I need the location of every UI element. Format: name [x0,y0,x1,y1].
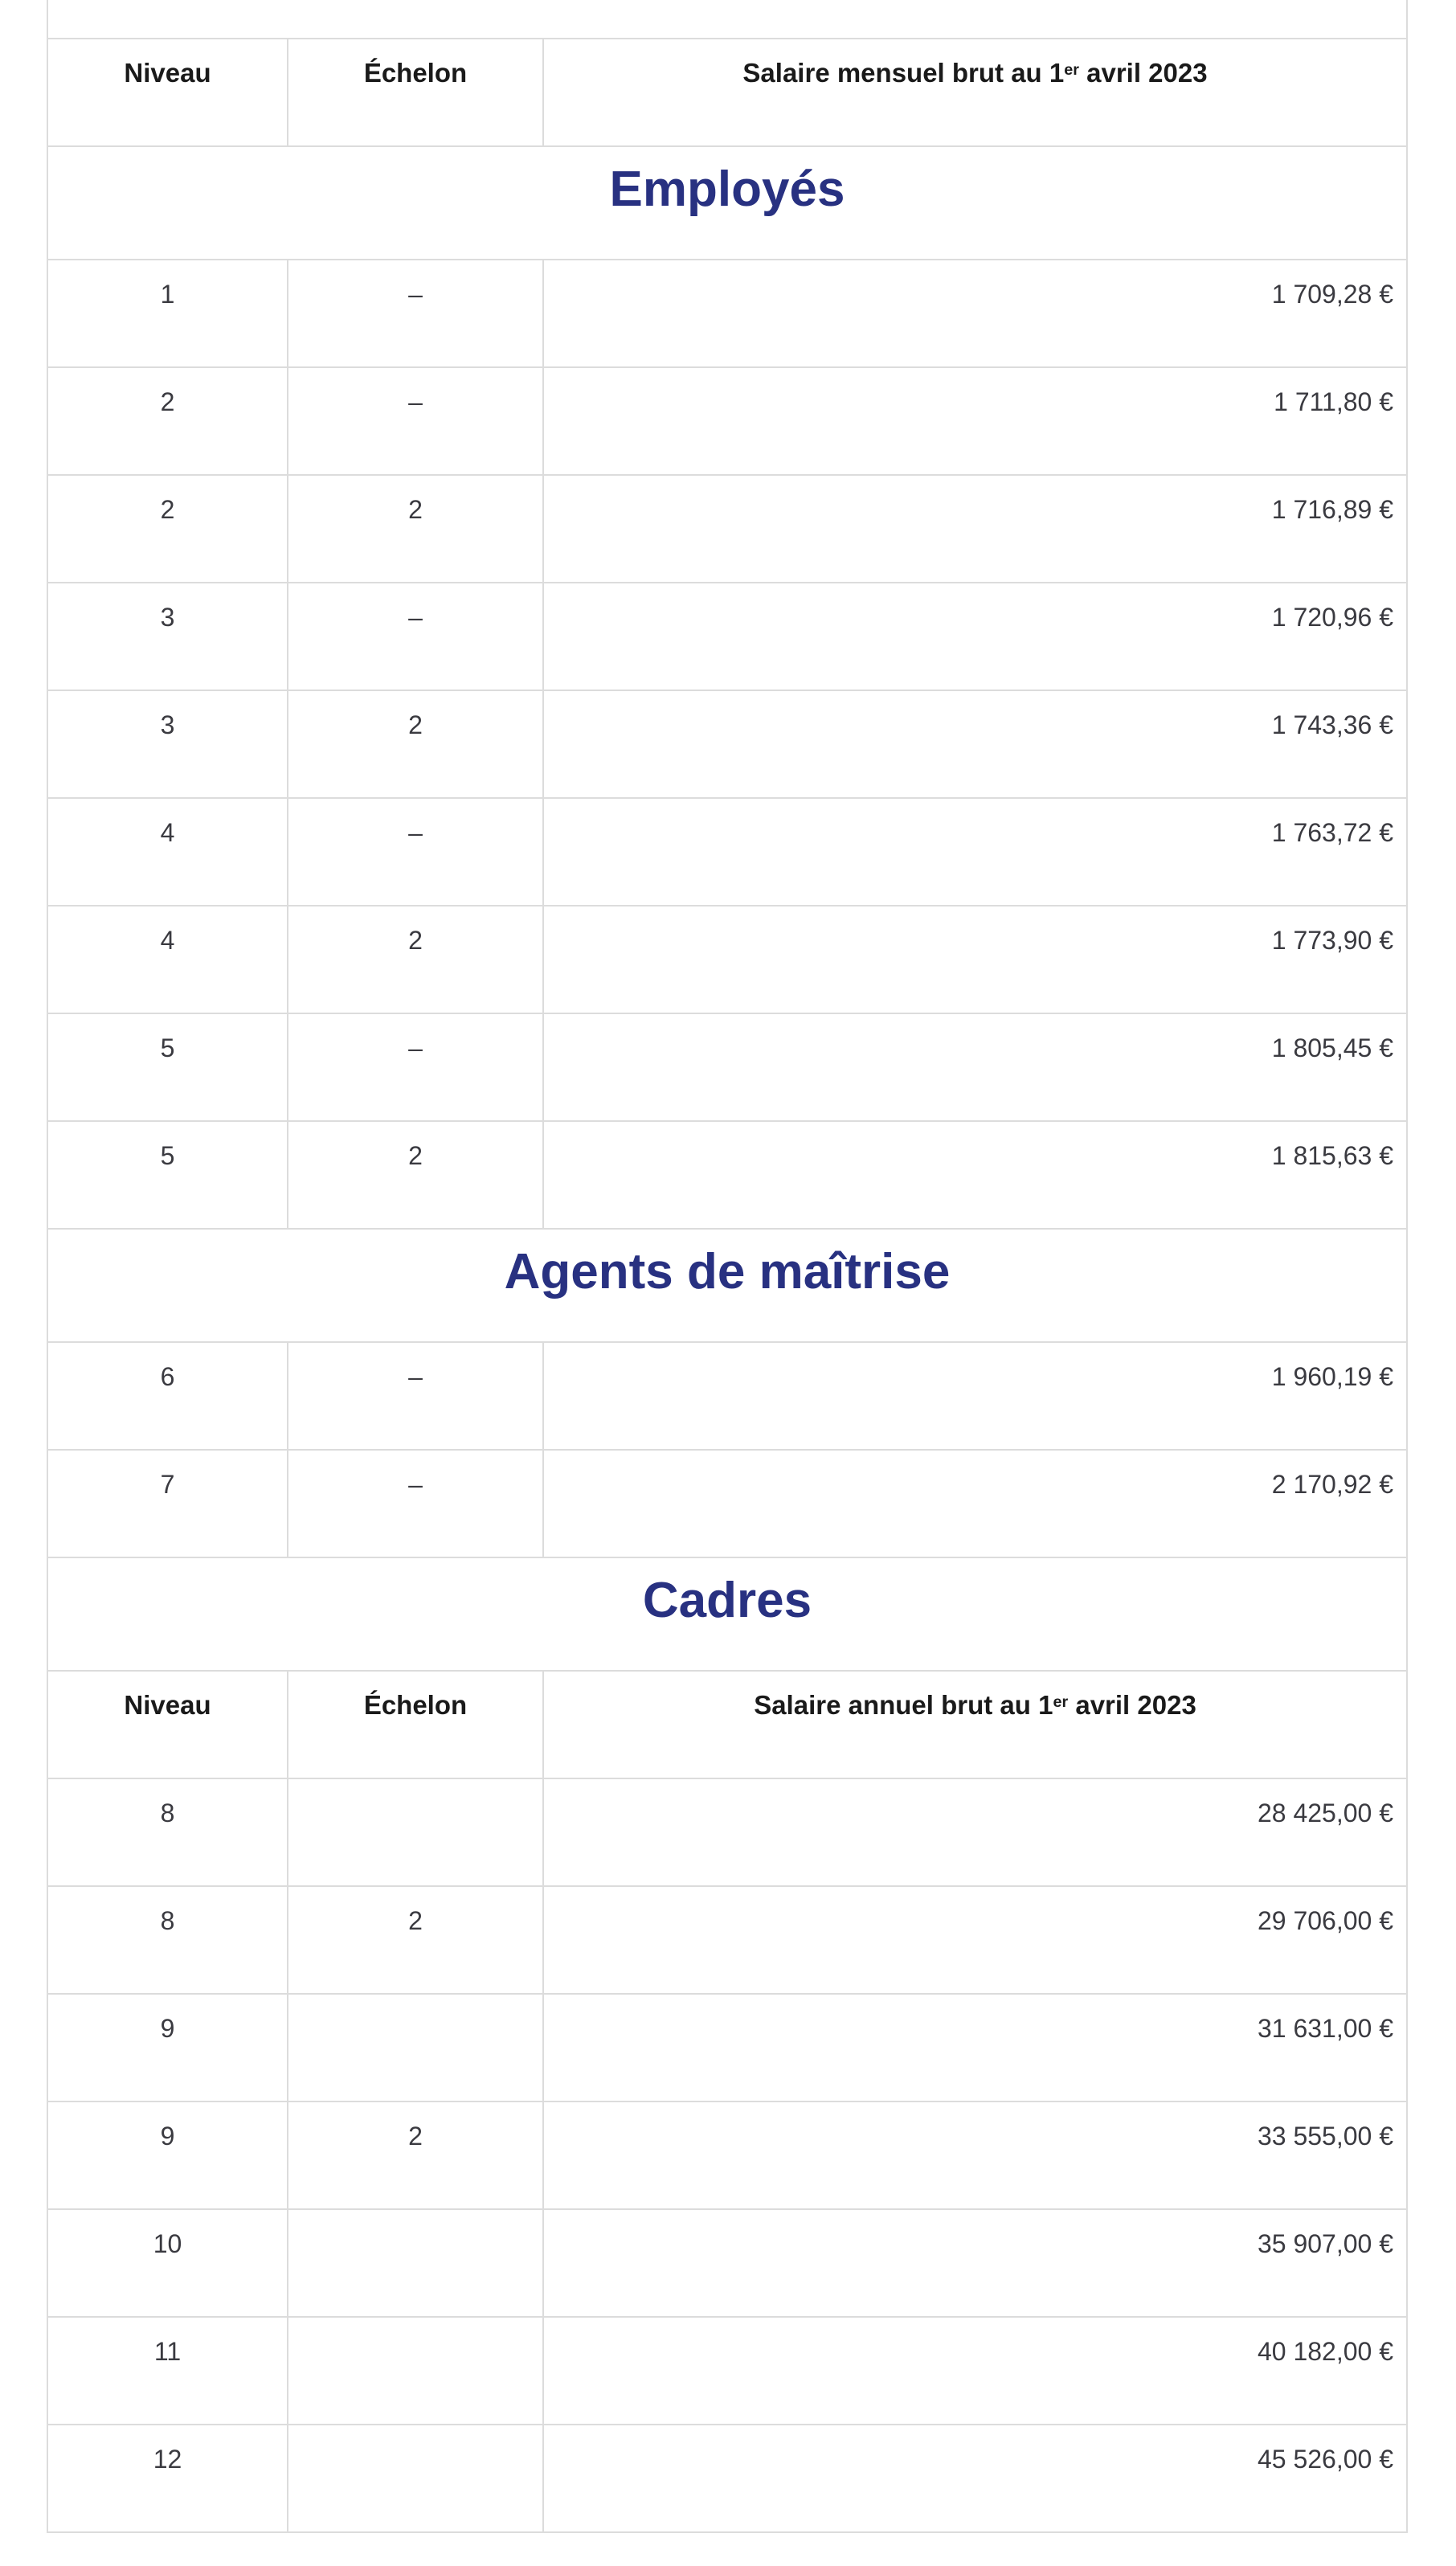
niveau-cell: 8 [47,1885,288,1995]
salaire-cell: 1 763,72 € [542,797,1409,906]
echelon-cell: 2 [287,905,544,1014]
salaire-cell: 31 631,00 € [542,1993,1409,2102]
table-row: 5 2 1 815,63 € [47,1120,1409,1230]
niveau-cell: 11 [47,2316,288,2425]
table-row: 4 2 1 773,90 € [47,905,1409,1014]
echelon-cell: 2 [287,1120,544,1230]
niveau-cell: 10 [47,2208,288,2318]
table-row: 6 – 1 960,19 € [47,1341,1409,1451]
salaire-cell: 40 182,00 € [542,2316,1409,2425]
echelon-cell: – [287,259,544,368]
salaire-cell: 1 743,36 € [542,690,1409,799]
niveau-cell: 9 [47,2101,288,2210]
table-row: 12 45 526,00 € [47,2424,1409,2533]
salaire-cell: 1 716,89 € [542,474,1409,583]
empty-cell [46,0,1409,39]
niveau-cell: 2 [47,474,288,583]
table-row: 5 – 1 805,45 € [47,1013,1409,1122]
salaire-cell: 35 907,00 € [542,2208,1409,2318]
niveau-cell: 3 [47,690,288,799]
niveau-cell: 2 [47,366,288,476]
table-row: 4 – 1 763,72 € [47,797,1409,906]
niveau-cell: 9 [47,1993,288,2102]
table-row: 2 2 1 716,89 € [47,474,1409,583]
column-header-niveau: Niveau [47,38,288,147]
table-row: 7 – 2 170,92 € [47,1449,1409,1558]
niveau-cell: 12 [47,2424,288,2533]
table-row: 3 – 1 720,96 € [47,582,1409,691]
table-row: 9 2 33 555,00 € [47,2101,1409,2210]
salaire-header-text-suffix: avril 2023 [1078,58,1208,88]
section-title: Employés [46,145,1409,260]
echelon-cell [287,2208,544,2318]
salaire-cell: 1 720,96 € [542,582,1409,691]
echelon-cell: 2 [287,690,544,799]
niveau-cell: 8 [47,1778,288,1887]
table-row-partial [46,0,1409,39]
column-header-salaire-mensuel: Salaire mensuel brut au 1er avril 2023 [542,38,1409,147]
echelon-cell: 2 [287,2101,544,2210]
table-header-annual: Niveau Échelon Salaire annuel brut au 1e… [47,1670,1409,1779]
salaire-cell: 1 709,28 € [542,259,1409,368]
section-title: Agents de maîtrise [46,1228,1409,1343]
echelon-cell: 2 [287,474,544,583]
salaire-header-text: Salaire mensuel brut au 1 [742,58,1065,88]
salaire-header-text: Salaire annuel brut au 1 [754,1690,1053,1720]
section-band-agents-de-maitrise: Agents de maîtrise [46,1228,1409,1343]
salaire-cell: 2 170,92 € [542,1449,1409,1558]
column-header-niveau: Niveau [47,1670,288,1779]
superscript-er: er [1064,61,1079,80]
salaire-header-text-suffix: avril 2023 [1068,1690,1196,1720]
table-row: 1 – 1 709,28 € [47,259,1409,368]
column-header-echelon: Échelon [287,1670,544,1779]
echelon-cell: – [287,582,544,691]
table-row: 11 40 182,00 € [47,2316,1409,2425]
niveau-cell: 1 [47,259,288,368]
niveau-cell: 6 [47,1341,288,1451]
section-band-cadres: Cadres [46,1557,1409,1672]
niveau-cell: 5 [47,1120,288,1230]
salaire-cell: 1 711,80 € [542,366,1409,476]
niveau-cell: 4 [47,905,288,1014]
salaire-cell: 29 706,00 € [542,1885,1409,1995]
niveau-cell: 3 [47,582,288,691]
salaire-cell: 1 773,90 € [542,905,1409,1014]
table-row: 2 – 1 711,80 € [47,366,1409,476]
salaire-cell: 1 805,45 € [542,1013,1409,1122]
table-row: 8 28 425,00 € [47,1778,1409,1887]
niveau-cell: 4 [47,797,288,906]
table-header-monthly: Niveau Échelon Salaire mensuel brut au 1… [47,38,1409,147]
echelon-cell [287,2316,544,2425]
echelon-cell: – [287,1449,544,1558]
echelon-cell: – [287,1341,544,1451]
salaire-cell: 1 960,19 € [542,1341,1409,1451]
niveau-cell: 7 [47,1449,288,1558]
column-header-echelon: Échelon [287,38,544,147]
echelon-cell [287,2424,544,2533]
echelon-cell: – [287,797,544,906]
salaire-cell: 45 526,00 € [542,2424,1409,2533]
niveau-cell: 5 [47,1013,288,1122]
superscript-er: er [1053,1693,1069,1712]
section-band-employes: Employés [46,145,1409,260]
section-title: Cadres [46,1557,1409,1672]
table-row: 9 31 631,00 € [47,1993,1409,2102]
echelon-cell: – [287,1013,544,1122]
echelon-cell: 2 [287,1885,544,1995]
column-header-salaire-annuel: Salaire annuel brut au 1er avril 2023 [542,1670,1409,1779]
echelon-cell: – [287,366,544,476]
salaire-cell: 28 425,00 € [542,1778,1409,1887]
salaire-cell: 1 815,63 € [542,1120,1409,1230]
salaire-cell: 33 555,00 € [542,2101,1409,2210]
salary-grid-table: Niveau Échelon Salaire mensuel brut au 1… [46,0,1409,2533]
table-row: 8 2 29 706,00 € [47,1885,1409,1995]
table-row: 10 35 907,00 € [47,2208,1409,2318]
echelon-cell [287,1993,544,2102]
echelon-cell [287,1778,544,1887]
table-row: 3 2 1 743,36 € [47,690,1409,799]
